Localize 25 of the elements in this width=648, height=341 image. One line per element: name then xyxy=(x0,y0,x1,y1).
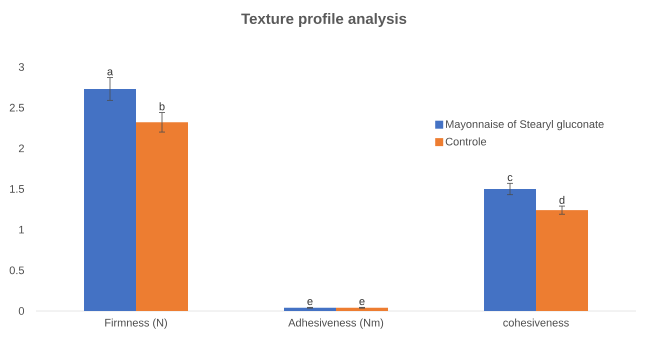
bar xyxy=(536,210,588,311)
legend-label: Controle xyxy=(446,137,486,146)
annotation: a xyxy=(107,69,114,76)
chart-title: Texture profile analysis xyxy=(241,13,406,27)
annotation: e xyxy=(359,299,365,306)
bar xyxy=(136,122,188,311)
y-tick-label: 2 xyxy=(18,144,24,152)
y-tick-label: 1.5 xyxy=(10,185,24,193)
annotation: b xyxy=(160,102,165,110)
y-tick-label: 3 xyxy=(18,63,24,71)
x-tick-label: cohesiveness xyxy=(503,318,569,327)
legend-label: Mayonnaise of Stearyl gluconate xyxy=(446,120,604,130)
annotation: e xyxy=(307,299,313,306)
y-tick-label: 0 xyxy=(18,307,24,315)
y-tick-label: 0.5 xyxy=(10,266,24,274)
bar xyxy=(336,308,388,311)
x-tick-label: Firmness (N) xyxy=(105,318,167,329)
bar xyxy=(284,308,336,311)
annotation: d xyxy=(559,196,564,204)
bar xyxy=(484,189,536,311)
bar xyxy=(84,88,136,311)
x-tick-label: Adhesiveness (Nm) xyxy=(288,318,384,329)
annotation: c xyxy=(508,175,512,182)
y-tick-label: 2.5 xyxy=(10,104,24,112)
y-tick-label: 1 xyxy=(19,226,24,234)
